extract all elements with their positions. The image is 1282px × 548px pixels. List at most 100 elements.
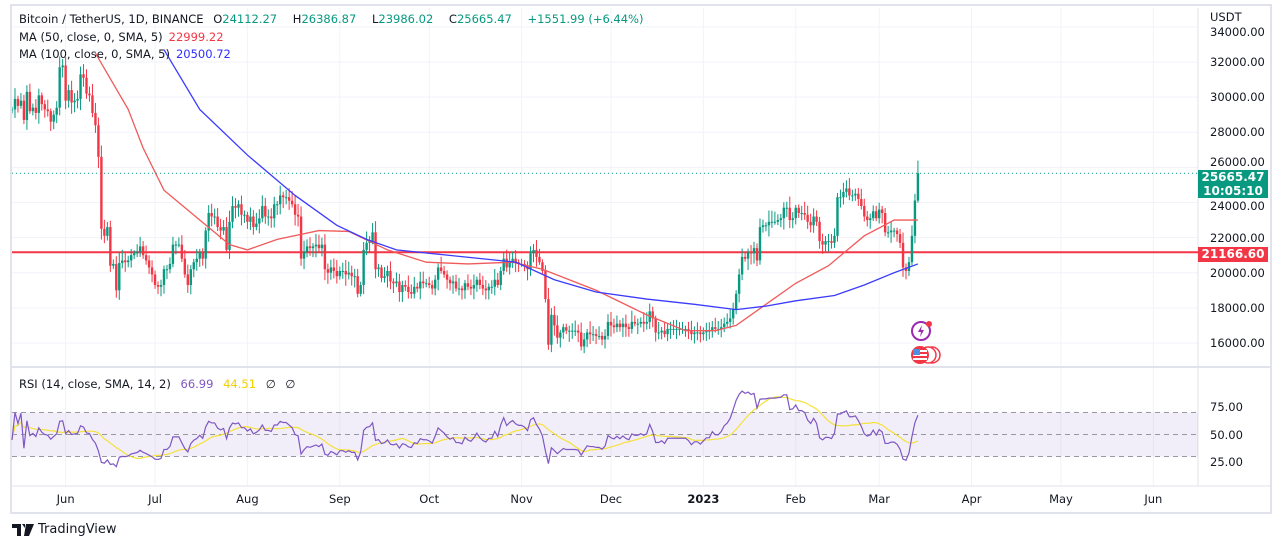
price-tick: 26000.00 xyxy=(1210,155,1265,169)
candle xyxy=(436,263,440,291)
candle xyxy=(425,278,428,288)
candle-body xyxy=(287,197,291,201)
price-tick: 30000.00 xyxy=(1210,90,1265,105)
ma100-legend[interactable]: MA (100, close, 0, SMA, 5) 20500.72 xyxy=(19,47,237,61)
candle xyxy=(478,272,482,290)
candle-body xyxy=(302,251,306,259)
candle-body xyxy=(651,311,654,319)
candle-body xyxy=(419,281,422,289)
candle xyxy=(508,252,511,275)
candle xyxy=(413,276,416,299)
candle xyxy=(94,102,97,133)
candle-body xyxy=(663,330,666,335)
candle xyxy=(91,83,94,118)
candle-body xyxy=(588,332,592,335)
candle-body xyxy=(609,321,613,326)
candle-body xyxy=(350,272,353,277)
candle xyxy=(28,83,32,114)
candle-body xyxy=(359,285,362,294)
candle xyxy=(845,180,848,198)
candle-body xyxy=(529,253,532,270)
candle-body xyxy=(460,288,464,291)
candle xyxy=(460,285,464,300)
ma50-legend[interactable]: MA (50, close, 0, SMA, 5) 22999.22 xyxy=(19,30,230,44)
candle xyxy=(171,236,175,268)
candle-body xyxy=(642,321,645,324)
candle-body xyxy=(901,242,905,268)
candle-body xyxy=(118,263,121,291)
candle xyxy=(25,85,29,130)
symbol-legend: Bitcoin / TetherUS, 1D, BINANCE O24112.2… xyxy=(19,12,649,26)
candle-body xyxy=(252,216,255,228)
candle-body xyxy=(478,279,482,286)
candle xyxy=(910,225,914,266)
candle xyxy=(192,258,195,278)
candle xyxy=(591,326,595,342)
candle xyxy=(746,248,750,270)
candle xyxy=(279,185,282,215)
candle xyxy=(445,270,449,289)
candle-body xyxy=(556,325,559,338)
candle-body xyxy=(660,330,663,333)
candle xyxy=(213,208,216,225)
candle xyxy=(827,233,830,252)
candle xyxy=(258,209,261,234)
candle xyxy=(693,326,696,344)
candle-body xyxy=(499,270,502,286)
candle-body xyxy=(237,204,240,208)
candle xyxy=(246,211,249,229)
rsi-legend[interactable]: RSI (14, close, SMA, 14, 2) 66.99 44.51 … xyxy=(19,377,301,391)
candle-body xyxy=(445,274,449,280)
high-value: 26386.87 xyxy=(301,12,357,26)
candle xyxy=(663,322,666,338)
candle xyxy=(273,196,276,228)
candle xyxy=(377,263,380,277)
time-label: Nov xyxy=(510,492,533,506)
countdown: 10:05:10 xyxy=(1203,184,1263,198)
candle xyxy=(886,225,890,238)
tradingview-logo[interactable]: TradingView xyxy=(12,522,117,537)
candle-body xyxy=(767,221,771,226)
candle-body xyxy=(749,251,753,254)
candle xyxy=(603,329,607,349)
price-tick: 16000.00 xyxy=(1210,335,1265,350)
candle-body xyxy=(451,281,455,284)
candle xyxy=(913,193,917,244)
time-label: Feb xyxy=(785,492,806,506)
candle-body xyxy=(875,211,878,219)
candle-body xyxy=(144,255,148,261)
candle-body xyxy=(770,221,774,223)
candle-body xyxy=(365,242,368,250)
candle xyxy=(189,265,192,295)
candle xyxy=(791,212,794,229)
close-label: C xyxy=(448,12,457,26)
candle xyxy=(201,248,204,266)
candle xyxy=(463,279,467,299)
candle xyxy=(284,189,288,205)
candle-body xyxy=(130,255,133,261)
candle-body xyxy=(612,325,616,328)
candle xyxy=(219,218,222,240)
candle xyxy=(132,250,136,260)
lightning-icon[interactable] xyxy=(910,320,936,346)
candle-body xyxy=(180,244,184,259)
candle xyxy=(529,246,532,276)
candle xyxy=(666,322,669,342)
last-price-tag: 25665.47 10:05:10 xyxy=(1198,170,1268,198)
rsi-tick: 25.00 xyxy=(1210,455,1243,469)
candle-body xyxy=(910,235,914,263)
us-flag-events-icon[interactable] xyxy=(908,345,944,369)
candle-body xyxy=(889,230,893,233)
candle-body xyxy=(502,258,505,271)
candle xyxy=(654,315,657,342)
candle xyxy=(287,188,291,210)
candle xyxy=(764,222,768,232)
candle-body xyxy=(571,330,574,332)
candle-body xyxy=(854,193,857,196)
currency-label: USDT xyxy=(1210,10,1242,24)
candle-body xyxy=(198,251,201,259)
last-price: 25665.47 xyxy=(1201,170,1265,184)
candle-body xyxy=(407,286,410,293)
candle-body xyxy=(869,218,872,221)
